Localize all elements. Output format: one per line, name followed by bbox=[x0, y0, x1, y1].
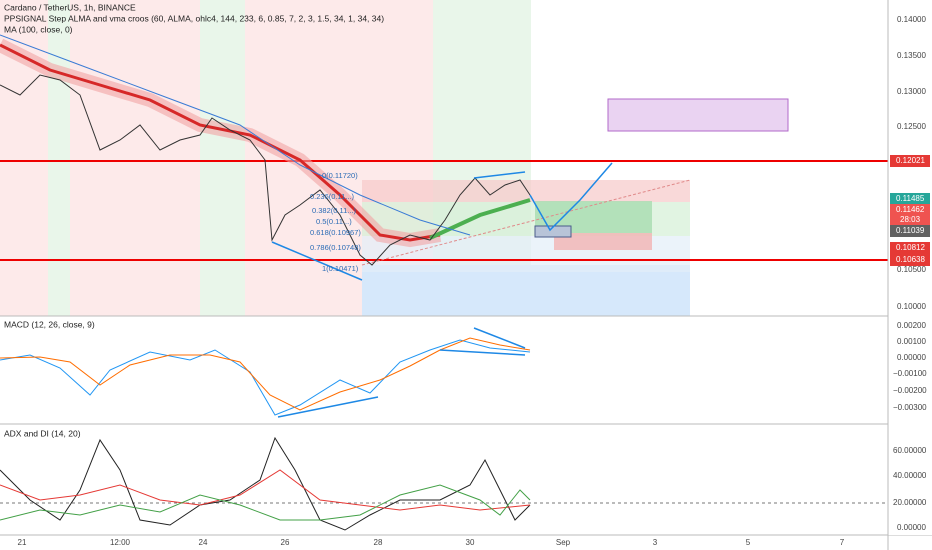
price-tag bbox=[890, 215, 930, 225]
price-tag-label: 0.10638 bbox=[896, 255, 925, 264]
adx-label: 20.00000 bbox=[893, 498, 927, 507]
macd-label: −0.00300 bbox=[893, 403, 927, 412]
adx-label: 60.00000 bbox=[893, 446, 927, 455]
price-tag bbox=[890, 193, 930, 205]
price-tag-label: 0.11462 bbox=[896, 205, 925, 214]
trend-line bbox=[361, 179, 691, 266]
time-label: 5 bbox=[746, 538, 751, 547]
arrow bbox=[271, 241, 363, 281]
price-tag bbox=[890, 225, 930, 237]
price-label: 0.10000 bbox=[897, 302, 926, 311]
projection-box bbox=[362, 265, 690, 316]
adx-title: ADX and DI (14, 20) bbox=[4, 428, 81, 438]
price-label: 0.10500 bbox=[897, 265, 926, 274]
price-label: 0.14000 bbox=[897, 15, 926, 24]
price-label: 0.13000 bbox=[897, 87, 926, 96]
adx-label: 0.00000 bbox=[897, 523, 926, 532]
price-tag-label: 0.11485 bbox=[896, 194, 925, 203]
long-stop bbox=[554, 233, 652, 250]
fib-label: 0.236(0.11...) bbox=[310, 192, 355, 201]
fib-label: 0(0.11720) bbox=[322, 171, 358, 180]
macd-label: −0.00200 bbox=[893, 386, 927, 395]
time-label: Sep bbox=[556, 538, 571, 547]
adx-label: 40.00000 bbox=[893, 471, 927, 480]
macd-label: 0.00100 bbox=[897, 337, 926, 346]
time-label: 12:00 bbox=[110, 538, 131, 547]
macd-label: 0.00000 bbox=[897, 353, 926, 362]
price-tag bbox=[890, 242, 930, 254]
macd-label: 0.00200 bbox=[897, 321, 926, 330]
fib-label: 0.786(0.10748) bbox=[310, 243, 361, 252]
ma-line bbox=[0, 43, 441, 242]
price-tag bbox=[890, 254, 930, 266]
signal-line bbox=[0, 337, 531, 411]
forecast-arrow bbox=[529, 162, 613, 232]
di-minus bbox=[0, 469, 531, 511]
price-label: 0.13500 bbox=[897, 51, 926, 60]
price-tag bbox=[890, 204, 930, 215]
arrow bbox=[277, 396, 379, 418]
fib-label: 0.5(0.11...) bbox=[316, 217, 352, 226]
macd-label: −0.00100 bbox=[893, 369, 927, 378]
zone-red bbox=[70, 0, 200, 316]
ma-line-green bbox=[429, 198, 531, 240]
price-path bbox=[0, 74, 531, 266]
arrow bbox=[439, 349, 526, 356]
price-tag bbox=[890, 155, 930, 167]
price-tag-label: 0.12021 bbox=[896, 156, 925, 165]
ma-title: MA (100, close, 0) bbox=[4, 24, 73, 34]
di-plus bbox=[0, 484, 531, 521]
time-label: 28 bbox=[374, 538, 383, 547]
fib-label: 1(0.10471) bbox=[322, 264, 359, 273]
target-zone bbox=[607, 98, 789, 132]
time-label: 21 bbox=[18, 538, 27, 547]
arrow bbox=[473, 171, 526, 179]
indicator-title: PPSIGNAL Step ALMA and vma croos (60, AL… bbox=[4, 13, 384, 23]
time-label: 24 bbox=[199, 538, 208, 547]
price-label: 0.12500 bbox=[897, 122, 926, 131]
price-axis bbox=[888, 0, 932, 535]
vma-line bbox=[0, 34, 471, 236]
macd-title: MACD (12, 26, close, 9) bbox=[4, 319, 95, 329]
price-tag-label: 28:03 bbox=[900, 215, 921, 224]
fib-zone bbox=[362, 180, 690, 202]
time-label: 7 bbox=[840, 538, 845, 547]
macd-line bbox=[0, 339, 531, 416]
time-label: 3 bbox=[653, 538, 658, 547]
time-label: 30 bbox=[466, 538, 475, 547]
price-tag-label: 0.10812 bbox=[896, 243, 925, 252]
price-tag-label: 0.11039 bbox=[896, 226, 925, 235]
adx-line bbox=[0, 436, 531, 531]
zone-green bbox=[200, 0, 245, 316]
fib-label: 0.618(0.10967) bbox=[310, 228, 361, 237]
fib-label: 0.382(0.11...) bbox=[312, 206, 357, 215]
zone-green bbox=[48, 0, 70, 316]
time-label: 26 bbox=[281, 538, 290, 547]
arrow bbox=[473, 327, 526, 349]
symbol-title: Cardano / TetherUS, 1h, BINANCE bbox=[4, 2, 136, 12]
